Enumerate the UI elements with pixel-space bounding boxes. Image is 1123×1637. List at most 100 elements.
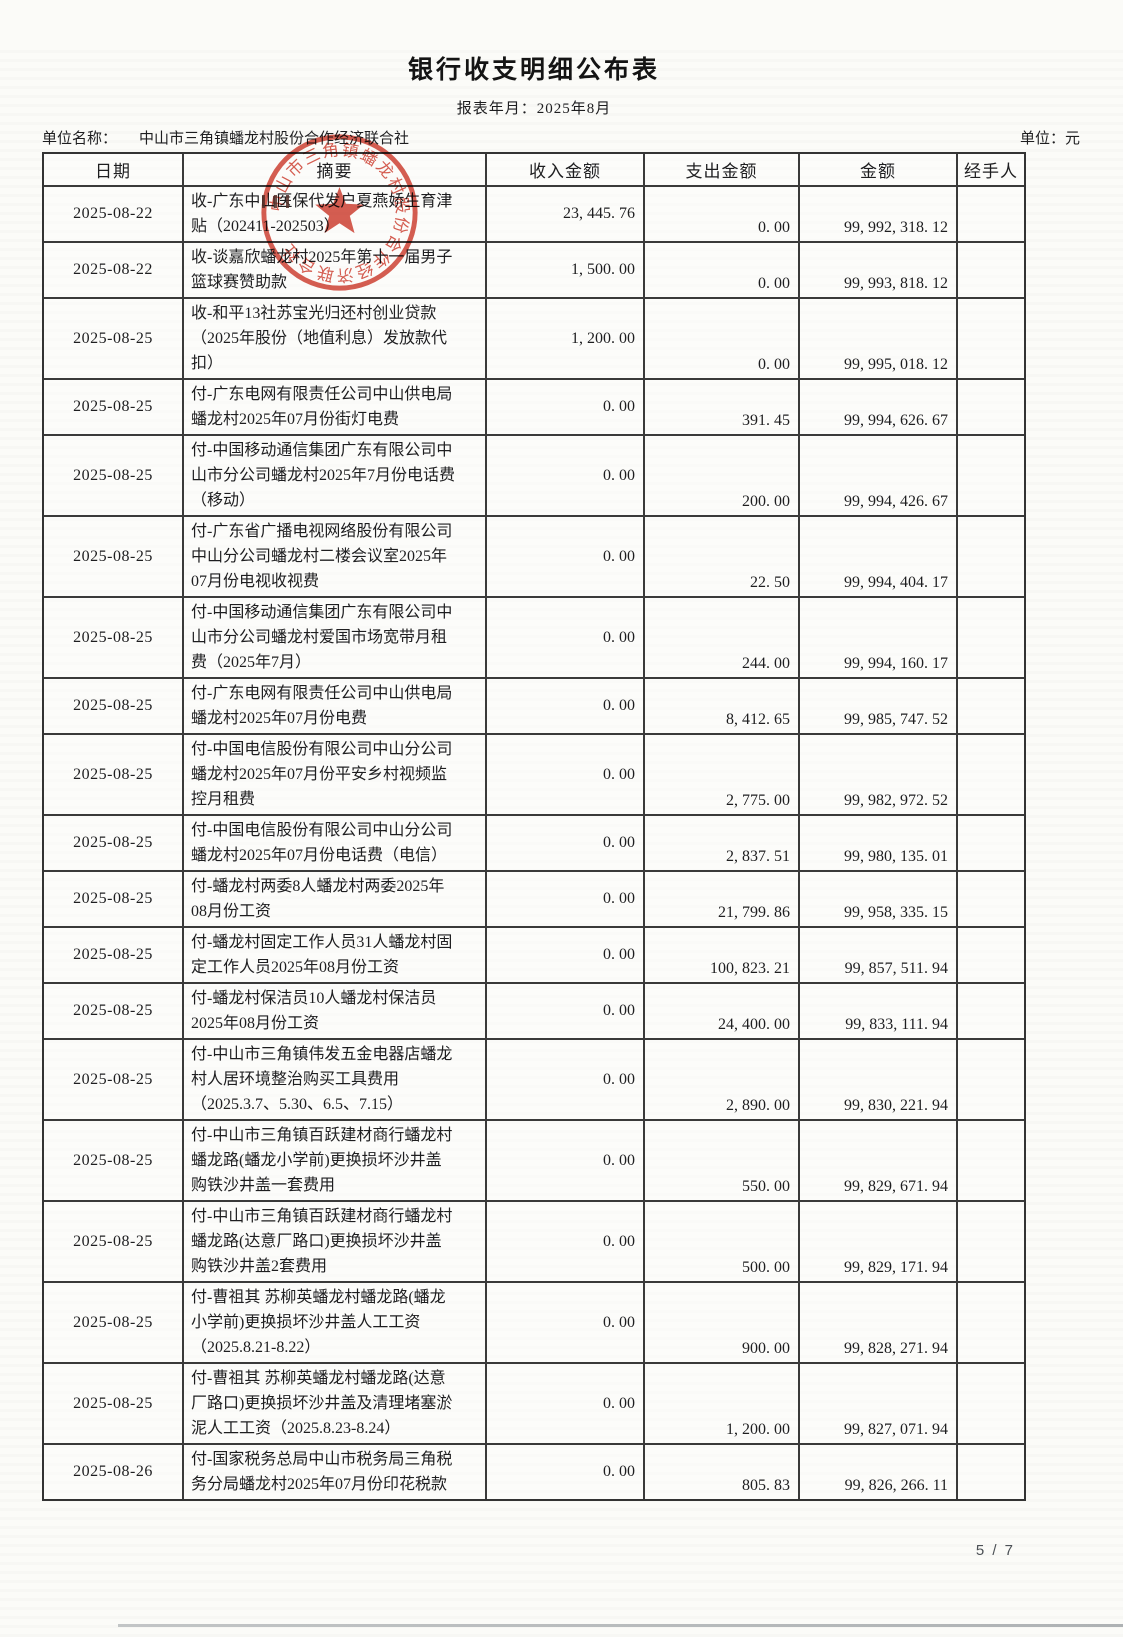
table-row: 2025-08-22 收-广东中山医保代发户夏燕娇生育津 贴（202411-20… xyxy=(44,187,1024,243)
cell-date: 2025-08-25 xyxy=(44,816,184,870)
cell-balance: 99, 829, 171. 94 xyxy=(800,1202,958,1281)
table-row: 2025-08-25 付-广东电网有限责任公司中山供电局 蟠龙村2025年07月… xyxy=(44,679,1024,735)
cell-summary: 付-国家税务总局中山市税务局三角税 务分局蟠龙村2025年07月份印花税款 xyxy=(184,1445,487,1499)
cell-summary: 付-中山市三角镇百跃建材商行蟠龙村 蟠龙路(蟠龙小学前)更换损坏沙井盖 购铁沙井… xyxy=(184,1121,487,1200)
cell-date: 2025-08-25 xyxy=(44,1283,184,1362)
table-row: 2025-08-25 付-中国移动通信集团广东有限公司中 山市分公司蟠龙村爱国市… xyxy=(44,598,1024,679)
cell-handler xyxy=(958,735,1024,814)
cell-expense: 2, 775. 00 xyxy=(645,735,800,814)
table-row: 2025-08-25 付-蟠龙村保洁员10人蟠龙村保洁员 2025年08月份工资… xyxy=(44,984,1024,1040)
cell-handler xyxy=(958,517,1024,596)
cell-expense: 0. 00 xyxy=(645,187,800,241)
cell-balance: 99, 994, 426. 67 xyxy=(800,436,958,515)
header-cell-amount: 金额 xyxy=(800,154,958,185)
cell-summary: 付-中国移动通信集团广东有限公司中 山市分公司蟠龙村2025年7月份电话费 （移… xyxy=(184,436,487,515)
cell-summary: 付-中山市三角镇百跃建材商行蟠龙村 蟠龙路(达意厂路口)更换损坏沙井盖 购铁沙井… xyxy=(184,1202,487,1281)
cell-expense: 200. 00 xyxy=(645,436,800,515)
cell-income: 0. 00 xyxy=(487,1364,645,1443)
table-row: 2025-08-25 付-中国电信股份有限公司中山分公司 蟠龙村2025年07月… xyxy=(44,735,1024,816)
cell-handler xyxy=(958,1364,1024,1443)
cell-balance: 99, 994, 404. 17 xyxy=(800,517,958,596)
report-month: 报表年月：2025年8月 xyxy=(456,101,612,117)
cell-summary: 付-中山市三角镇伟发五金电器店蟠龙 村人居环境整治购买工具费用 （2025.3.… xyxy=(184,1040,487,1119)
cell-summary: 收-广东中山医保代发户夏燕娇生育津 贴（202411-202503） xyxy=(184,187,487,241)
cell-expense: 100, 823. 21 xyxy=(645,928,800,982)
table-row: 2025-08-25 付-中国电信股份有限公司中山分公司 蟠龙村2025年07月… xyxy=(44,816,1024,872)
cell-income: 0. 00 xyxy=(487,436,645,515)
cell-expense: 805. 83 xyxy=(645,1445,800,1499)
cell-expense: 1, 200. 00 xyxy=(645,1364,800,1443)
cell-date: 2025-08-22 xyxy=(44,187,184,241)
cell-expense: 500. 00 xyxy=(645,1202,800,1281)
cell-summary: 付-曹祖其 苏柳英蟠龙村蟠龙路(蟠龙 小学前)更换损坏沙井盖人工工资 （2025… xyxy=(184,1283,487,1362)
cell-handler xyxy=(958,872,1024,926)
cell-income: 0. 00 xyxy=(487,872,645,926)
cell-income: 0. 00 xyxy=(487,735,645,814)
cell-balance: 99, 980, 135. 01 xyxy=(800,816,958,870)
cell-summary: 付-中国移动通信集团广东有限公司中 山市分公司蟠龙村爱国市场宽带月租 费（202… xyxy=(184,598,487,677)
cell-balance: 99, 833, 111. 94 xyxy=(800,984,958,1038)
cell-expense: 0. 00 xyxy=(645,299,800,378)
cell-handler xyxy=(958,299,1024,378)
cell-expense: 550. 00 xyxy=(645,1121,800,1200)
cell-expense: 8, 412. 65 xyxy=(645,679,800,733)
cell-summary: 收-谈嘉欣蟠龙村2025年第十一届男子 篮球赛赞助款 xyxy=(184,243,487,297)
header-cell-date: 日期 xyxy=(44,154,184,185)
unit-name: 中山市三角镇蟠龙村股份合作经济联合社 xyxy=(139,131,410,147)
cell-expense: 2, 837. 51 xyxy=(645,816,800,870)
cell-balance: 99, 993, 818. 12 xyxy=(800,243,958,297)
cell-balance: 99, 994, 626. 67 xyxy=(800,380,958,434)
cell-date: 2025-08-25 xyxy=(44,872,184,926)
cell-balance: 99, 995, 018. 12 xyxy=(800,299,958,378)
table-body: 2025-08-22 收-广东中山医保代发户夏燕娇生育津 贴（202411-20… xyxy=(44,187,1024,1499)
table-row: 2025-08-25 付-蟠龙村两委8人蟠龙村两委2025年 08月份工资 0.… xyxy=(44,872,1024,928)
stamp-ink-marks xyxy=(262,195,289,208)
cell-income: 0. 00 xyxy=(487,598,645,677)
cell-balance: 99, 985, 747. 52 xyxy=(800,679,958,733)
cell-balance: 99, 958, 335. 15 xyxy=(800,872,958,926)
table-row: 2025-08-25 付-曹祖其 苏柳英蟠龙村蟠龙路(蟠龙 小学前)更换损坏沙井… xyxy=(44,1283,1024,1364)
cell-income: 0. 00 xyxy=(487,517,645,596)
cell-handler xyxy=(958,380,1024,434)
cell-handler xyxy=(958,984,1024,1038)
table-row: 2025-08-25 付-中山市三角镇百跃建材商行蟠龙村 蟠龙路(达意厂路口)更… xyxy=(44,1202,1024,1283)
cell-date: 2025-08-25 xyxy=(44,1202,184,1281)
info-row: 单位名称： 中山市三角镇蟠龙村股份合作经济联合社 单位：元 xyxy=(42,127,1080,148)
cell-handler xyxy=(958,816,1024,870)
cell-handler xyxy=(958,679,1024,733)
header-cell-income: 收入金额 xyxy=(487,154,645,185)
cell-expense: 22. 50 xyxy=(645,517,800,596)
table-row: 2025-08-25 付-中山市三角镇伟发五金电器店蟠龙 村人居环境整治购买工具… xyxy=(44,1040,1024,1121)
cell-date: 2025-08-25 xyxy=(44,1364,184,1443)
table-row: 2025-08-25 付-蟠龙村固定工作人员31人蟠龙村固 定工作人员2025年… xyxy=(44,928,1024,984)
bank-statement-table: 日期 摘要 收入金额 支出金额 金额 经手人 2025-08-22 收-广东中山… xyxy=(42,152,1026,1501)
unit-name-line: 单位名称： 中山市三角镇蟠龙村股份合作经济联合社 xyxy=(42,127,409,148)
cell-balance: 99, 982, 972. 52 xyxy=(800,735,958,814)
cell-income: 0. 00 xyxy=(487,679,645,733)
table-row: 2025-08-25 付-广东省广播电视网络股份有限公司 中山分公司蟠龙村二楼会… xyxy=(44,517,1024,598)
cell-income: 23, 445. 76 xyxy=(487,187,645,241)
cell-date: 2025-08-22 xyxy=(44,243,184,297)
cell-handler xyxy=(958,1121,1024,1200)
cell-income: 0. 00 xyxy=(487,928,645,982)
unit-name-label: 单位名称： xyxy=(42,131,118,147)
cell-summary: 付-中国电信股份有限公司中山分公司 蟠龙村2025年07月份平安乡村视频监 控月… xyxy=(184,735,487,814)
cell-income: 0. 00 xyxy=(487,816,645,870)
table-row: 2025-08-22 收-谈嘉欣蟠龙村2025年第十一届男子 篮球赛赞助款 1,… xyxy=(44,243,1024,299)
cell-date: 2025-08-25 xyxy=(44,598,184,677)
cell-handler xyxy=(958,1040,1024,1119)
table-row: 2025-08-25 收-和平13社苏宝光归还村创业贷款 （2025年股份（地值… xyxy=(44,299,1024,380)
cell-date: 2025-08-25 xyxy=(44,1040,184,1119)
cell-handler xyxy=(958,598,1024,677)
page-title: 银行收支明细公布表 xyxy=(407,56,660,84)
cell-income: 0. 00 xyxy=(487,1202,645,1281)
cell-date: 2025-08-25 xyxy=(44,1121,184,1200)
page-number: 5 / 7 xyxy=(975,1542,1015,1559)
cell-income: 1, 200. 00 xyxy=(487,299,645,378)
cell-expense: 244. 00 xyxy=(645,598,800,677)
header-cell-summary: 摘要 xyxy=(184,154,487,185)
cell-handler xyxy=(958,187,1024,241)
header-cell-expense: 支出金额 xyxy=(645,154,800,185)
cell-balance: 99, 857, 511. 94 xyxy=(800,928,958,982)
currency-unit-label: 单位：元 xyxy=(1019,131,1080,147)
